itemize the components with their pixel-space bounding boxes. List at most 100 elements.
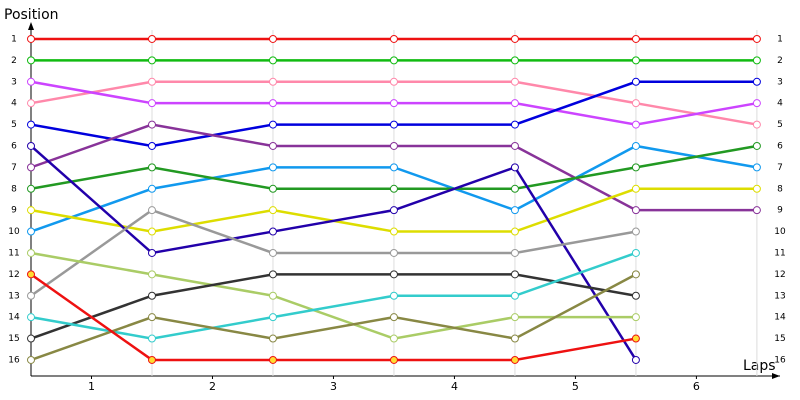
y-tick-label-right: 7 <box>777 163 783 173</box>
point <box>389 141 398 150</box>
point <box>631 56 640 65</box>
series-line <box>30 208 637 297</box>
y-tick-label-right: 10 <box>774 227 786 237</box>
y-tick-label-right: 13 <box>774 291 785 301</box>
y-tick-label: 7 <box>11 163 17 173</box>
point <box>631 270 640 279</box>
y-tick-label-right: 3 <box>777 77 783 87</box>
x-axis-arrow <box>772 373 780 379</box>
point <box>631 141 640 150</box>
y-tick-label: 1 <box>11 34 17 44</box>
point <box>27 56 35 65</box>
point <box>27 206 35 215</box>
y-tick-label-right: 5 <box>777 120 783 130</box>
point <box>510 141 519 150</box>
point <box>268 141 277 150</box>
point <box>631 120 640 129</box>
point <box>752 56 761 65</box>
point <box>389 355 398 364</box>
point <box>147 184 156 193</box>
x-tick-label: 6 <box>693 380 700 393</box>
point <box>631 184 640 193</box>
y-tick-label-right: 6 <box>777 141 783 151</box>
point <box>268 291 277 300</box>
series-line <box>30 273 637 362</box>
point <box>268 313 277 322</box>
point <box>752 184 761 193</box>
y-tick-label: 11 <box>8 248 19 258</box>
y-tick-label: 16 <box>8 355 20 365</box>
point <box>631 355 640 364</box>
point <box>631 248 640 257</box>
point <box>510 355 519 364</box>
point <box>752 141 761 150</box>
point <box>631 163 640 172</box>
point <box>27 163 35 172</box>
y-axis-arrow <box>28 22 34 30</box>
point <box>147 291 156 300</box>
point <box>147 355 156 364</box>
point <box>268 99 277 108</box>
point <box>631 77 640 86</box>
y-tick-label-right: 4 <box>777 99 783 109</box>
point <box>510 56 519 65</box>
y-tick-label: 15 <box>8 334 19 344</box>
point <box>147 270 156 279</box>
y-tick-label: 9 <box>11 206 17 216</box>
y-tick-label: 8 <box>11 184 17 194</box>
point <box>752 120 761 129</box>
point <box>510 270 519 279</box>
y-tick-label-right: 1 <box>777 34 783 44</box>
y-tick-label: 3 <box>11 77 17 87</box>
point <box>268 206 277 215</box>
point <box>631 227 640 236</box>
y-tick-label-right: 12 <box>774 270 785 280</box>
y-tick-label-right: 2 <box>777 56 783 66</box>
point <box>389 56 398 65</box>
point <box>389 206 398 215</box>
point <box>389 163 398 172</box>
point <box>510 120 519 129</box>
point <box>752 163 761 172</box>
point <box>147 34 156 43</box>
point <box>510 227 519 236</box>
point <box>389 120 398 129</box>
y-tick-label: 12 <box>8 270 19 280</box>
y-axis-label: Position <box>4 7 59 23</box>
y-tick-label-right: 8 <box>777 184 783 194</box>
point <box>389 248 398 257</box>
point <box>147 77 156 86</box>
point <box>389 291 398 300</box>
point <box>752 206 761 215</box>
series-line <box>30 145 637 361</box>
x-tick-label: 1 <box>88 380 95 393</box>
point <box>27 248 35 257</box>
point <box>27 270 35 279</box>
point <box>27 77 35 86</box>
point <box>631 99 640 108</box>
y-tick-label: 13 <box>8 291 19 301</box>
series-line <box>30 251 637 340</box>
point <box>752 34 761 43</box>
point <box>147 313 156 322</box>
series-line <box>30 273 637 340</box>
point <box>389 34 398 43</box>
y-tick-label-right: 14 <box>774 313 786 323</box>
y-tick-label: 10 <box>8 227 20 237</box>
y-tick-label: 4 <box>11 99 17 109</box>
point <box>268 56 277 65</box>
point <box>631 291 640 300</box>
point <box>631 206 640 215</box>
point <box>147 141 156 150</box>
point <box>389 313 398 322</box>
y-tick-label-right: 15 <box>774 334 785 344</box>
point <box>27 184 35 193</box>
y-tick-label: 2 <box>11 56 17 66</box>
point <box>147 248 156 257</box>
x-tick-label: 4 <box>451 380 458 393</box>
point <box>752 99 761 108</box>
point <box>147 227 156 236</box>
point <box>389 334 398 343</box>
point <box>27 227 35 236</box>
